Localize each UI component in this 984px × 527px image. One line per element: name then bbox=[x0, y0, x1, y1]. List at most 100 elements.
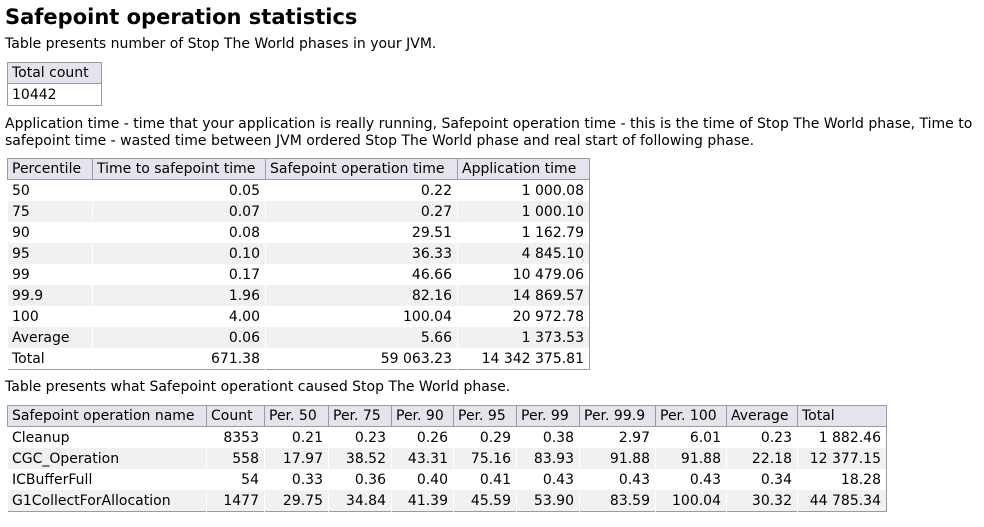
table-cell: 0.41 bbox=[453, 469, 517, 490]
column-header-time-to-safepoint[interactable]: Time to safepoint time bbox=[92, 158, 266, 180]
total-count-header: Total count bbox=[7, 62, 102, 84]
table-cell: 18.28 bbox=[797, 469, 887, 490]
percentile-table-body: 50 0.05 0.22 1 000.08 75 0.07 0.27 1 000.10 90 0.… bbox=[7, 179, 590, 370]
table-row[interactable]: 95 0.10 36.33 4 845.10 bbox=[7, 243, 590, 264]
table-cell: 0.21 bbox=[264, 426, 329, 448]
table-cell: 44 785.34 bbox=[797, 490, 887, 512]
table-cell: 1477 bbox=[206, 490, 265, 512]
table-cell: 0.40 bbox=[391, 469, 454, 490]
column-header[interactable]: Average bbox=[726, 405, 798, 427]
table-row[interactable]: 99 0.17 46.66 10 479.06 bbox=[7, 264, 590, 285]
table-cell: 1 162.79 bbox=[457, 222, 590, 243]
table-cell: 38.52 bbox=[328, 448, 392, 469]
total-count-value: 10442 bbox=[7, 83, 102, 106]
percentile-table: Percentile Time to safepoint time Safepo… bbox=[7, 158, 590, 370]
table-cell: 0.43 bbox=[655, 469, 727, 490]
table-cell: 14 869.57 bbox=[457, 285, 590, 306]
intro-text: Table presents number of Stop The World … bbox=[5, 36, 437, 52]
table-cell: 0.36 bbox=[328, 469, 392, 490]
table-cell: 12 377.15 bbox=[797, 448, 887, 469]
table-cell: 0.08 bbox=[92, 222, 266, 243]
table-cell: 0.27 bbox=[265, 201, 458, 222]
table-cell: 29.75 bbox=[264, 490, 329, 512]
table-cell: 91.88 bbox=[579, 448, 656, 469]
description-line-1: Application time - time that your applic… bbox=[5, 116, 973, 132]
table-cell: 46.66 bbox=[265, 264, 458, 285]
operations-table-body: Cleanup 8353 0.21 0.23 0.26 0.29 0.38 2.97 6.01 0… bbox=[7, 426, 887, 512]
table-row[interactable]: Average 0.06 5.66 1 373.53 bbox=[7, 327, 590, 348]
table-cell: 99.9 bbox=[7, 285, 93, 306]
table-cell: 0.38 bbox=[516, 426, 580, 448]
table-cell: 22.18 bbox=[726, 448, 798, 469]
table-cell: 82.16 bbox=[265, 285, 458, 306]
table-cell: 1 373.53 bbox=[457, 327, 590, 348]
column-header[interactable]: Per. 75 bbox=[328, 405, 392, 427]
table-cell: Average bbox=[7, 327, 93, 348]
table-cell: 558 bbox=[206, 448, 265, 469]
table-row[interactable]: 90 0.08 29.51 1 162.79 bbox=[7, 222, 590, 243]
table-cell: 0.10 bbox=[92, 243, 266, 264]
column-header[interactable]: Per. 95 bbox=[453, 405, 517, 427]
table-cell: 90 bbox=[7, 222, 93, 243]
table-row[interactable]: 75 0.07 0.27 1 000.10 bbox=[7, 201, 590, 222]
table-cell: 100.04 bbox=[265, 306, 458, 327]
table-cell: 34.84 bbox=[328, 490, 392, 512]
table-cell: 41.39 bbox=[391, 490, 454, 512]
column-header[interactable]: Per. 90 bbox=[391, 405, 454, 427]
table-cell: 0.43 bbox=[579, 469, 656, 490]
table-cell: 0.33 bbox=[264, 469, 329, 490]
table-cell: 75.16 bbox=[453, 448, 517, 469]
table-cell: ICBufferFull bbox=[7, 469, 207, 490]
table-cell: 4 845.10 bbox=[457, 243, 590, 264]
table-cell: 4.00 bbox=[92, 306, 266, 327]
table-cell: 30.32 bbox=[726, 490, 798, 512]
column-header-application-time[interactable]: Application time bbox=[457, 158, 590, 180]
column-header[interactable]: Total bbox=[797, 405, 887, 427]
table-cell: 75 bbox=[7, 201, 93, 222]
table-row[interactable]: CGC_Operation 558 17.97 38.52 43.31 75.16 83.9… bbox=[7, 448, 887, 469]
total-count-table: Total count 10442 bbox=[7, 62, 102, 106]
table-cell: 54 bbox=[206, 469, 265, 490]
table-cell: 36.33 bbox=[265, 243, 458, 264]
table-row[interactable]: Cleanup 8353 0.21 0.23 0.26 0.29 0.38 2.97 6.01 0… bbox=[7, 426, 887, 448]
table-row[interactable]: G1CollectForAllocation 1477 29.75 34.84 41.3… bbox=[7, 490, 887, 512]
column-header[interactable]: Safepoint operation name bbox=[7, 405, 207, 427]
column-header-safepoint-operation-time[interactable]: Safepoint operation time bbox=[265, 158, 458, 180]
table-cell: 0.05 bbox=[92, 179, 266, 201]
page-title: Safepoint operation statistics bbox=[5, 5, 358, 29]
table-cell: 100 bbox=[7, 306, 93, 327]
table-cell: 50 bbox=[7, 179, 93, 201]
table-row[interactable]: 99.9 1.96 82.16 14 869.57 bbox=[7, 285, 590, 306]
table-cell: 20 972.78 bbox=[457, 306, 590, 327]
table-cell: 0.23 bbox=[726, 426, 798, 448]
table-cell: 0.34 bbox=[726, 469, 798, 490]
operations-caption: Table presents what Safepoint operationt… bbox=[5, 379, 511, 395]
table-cell: G1CollectForAllocation bbox=[7, 490, 207, 512]
column-header[interactable]: Per. 99 bbox=[516, 405, 580, 427]
table-cell: 1 000.08 bbox=[457, 179, 590, 201]
table-cell: 91.88 bbox=[655, 448, 727, 469]
table-cell: 95 bbox=[7, 243, 93, 264]
column-header[interactable]: Count bbox=[206, 405, 265, 427]
table-cell: 8353 bbox=[206, 426, 265, 448]
table-cell: 6.01 bbox=[655, 426, 727, 448]
table-cell: 100.04 bbox=[655, 490, 727, 512]
table-cell: 0.26 bbox=[391, 426, 454, 448]
table-cell: 29.51 bbox=[265, 222, 458, 243]
table-row[interactable]: 100 4.00 100.04 20 972.78 bbox=[7, 306, 590, 327]
table-cell: 1 882.46 bbox=[797, 426, 887, 448]
column-header[interactable]: Per. 50 bbox=[264, 405, 329, 427]
table-row[interactable]: 50 0.05 0.22 1 000.08 bbox=[7, 179, 590, 201]
column-header-percentile[interactable]: Percentile bbox=[7, 158, 93, 180]
table-cell: 14 342 375.81 bbox=[457, 348, 590, 370]
column-header[interactable]: Per. 99.9 bbox=[579, 405, 656, 427]
table-row[interactable]: Total 671.38 59 063.23 14 342 375.81 bbox=[7, 348, 590, 370]
table-cell: Total bbox=[7, 348, 93, 370]
table-row[interactable]: ICBufferFull 54 0.33 0.36 0.40 0.41 0.43 0.43 0.… bbox=[7, 469, 887, 490]
table-cell: 83.93 bbox=[516, 448, 580, 469]
column-header[interactable]: Per. 100 bbox=[655, 405, 727, 427]
table-cell: Cleanup bbox=[7, 426, 207, 448]
table-cell: 1.96 bbox=[92, 285, 266, 306]
table-cell: 10 479.06 bbox=[457, 264, 590, 285]
table-cell: 0.23 bbox=[328, 426, 392, 448]
